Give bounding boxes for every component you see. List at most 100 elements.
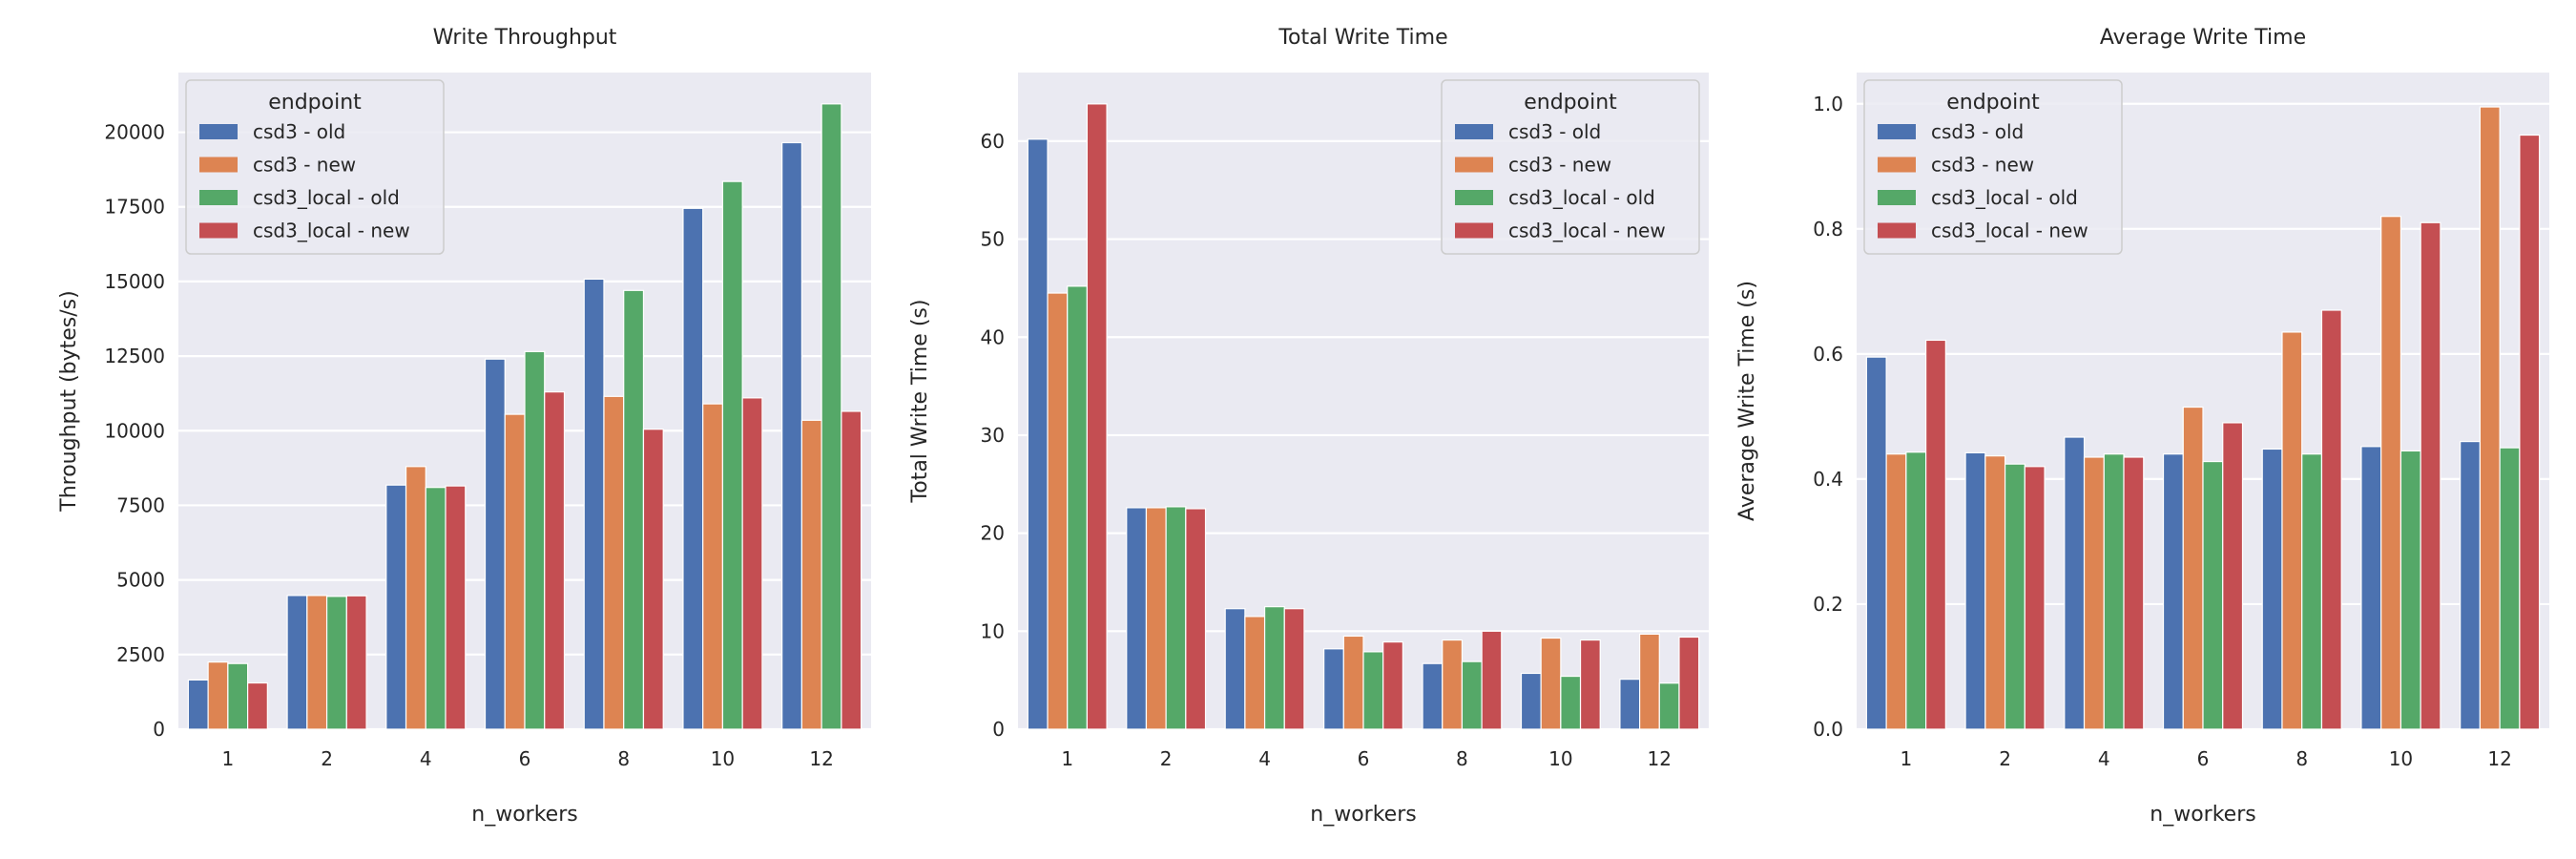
legend-box xyxy=(1863,79,2123,255)
y-tick-label: 1.0 xyxy=(1813,93,1843,115)
x-tick-label: 8 xyxy=(2296,747,2308,770)
legend-swatch xyxy=(1878,124,1916,139)
legend-swatch xyxy=(199,157,238,173)
legend-swatch xyxy=(1878,222,1916,239)
bar xyxy=(1145,507,1167,730)
y-tick-label: 15000 xyxy=(104,270,165,293)
y-tick-label: 0 xyxy=(992,718,1005,741)
legend-title: endpoint xyxy=(268,91,362,115)
legend-swatch xyxy=(1878,190,1916,205)
bar xyxy=(2004,463,2025,730)
y-axis-label: Total Write Time (s) xyxy=(908,300,932,504)
legend: endpoint csd3 - old csd3 - new csd3_local -… xyxy=(1863,79,2123,255)
x-tick-label: 12 xyxy=(1648,747,1672,770)
bar xyxy=(1638,633,1660,730)
bar xyxy=(682,207,704,730)
legend-swatch xyxy=(1455,157,1493,173)
bar xyxy=(484,358,506,730)
y-tick-label: 10 xyxy=(981,619,1005,642)
x-tick-label: 10 xyxy=(711,747,735,770)
legend-label: csd3_local - new xyxy=(1508,220,1666,242)
bar xyxy=(524,350,546,730)
y-tick-label: 5000 xyxy=(116,569,165,592)
bar xyxy=(2281,331,2303,730)
bar xyxy=(1481,630,1503,730)
bar xyxy=(781,141,803,730)
legend: endpoint csd3 - old csd3 - new csd3_local -… xyxy=(1441,79,1700,255)
y-tick-label: 30 xyxy=(981,424,1005,447)
bar xyxy=(1362,651,1384,730)
x-axis-label: n_workers xyxy=(1310,803,1416,827)
chart-title: Write Throughput xyxy=(433,26,617,50)
bar xyxy=(345,595,367,730)
bar xyxy=(1619,679,1641,730)
bar xyxy=(544,391,566,730)
legend-swatch xyxy=(1878,157,1916,173)
y-tick-label: 60 xyxy=(981,130,1005,153)
legend-label: csd3 - new xyxy=(253,154,356,177)
bar xyxy=(2420,221,2441,730)
bar xyxy=(1678,636,1700,730)
y-tick-label: 0.8 xyxy=(1813,218,1843,241)
bar xyxy=(1520,672,1542,730)
x-axis-label: n_workers xyxy=(471,803,577,827)
legend: endpoint csd3 - old csd3 - new csd3_local -… xyxy=(185,79,445,255)
x-axis-label: n_workers xyxy=(2150,803,2255,827)
bar xyxy=(1086,103,1108,730)
legend-label: csd3 - old xyxy=(1508,120,1601,143)
bar xyxy=(2202,460,2224,730)
bar xyxy=(2380,216,2402,730)
y-tick-label: 20 xyxy=(981,522,1005,545)
bar xyxy=(1442,639,1464,730)
x-tick-label: 6 xyxy=(519,747,531,770)
y-tick-label: 17500 xyxy=(104,196,165,219)
x-tick-label: 10 xyxy=(1548,747,1572,770)
bar xyxy=(1342,635,1364,730)
bar xyxy=(821,103,842,730)
bar xyxy=(2479,106,2501,730)
y-tick-label: 0.0 xyxy=(1813,718,1843,741)
x-tick-label: 2 xyxy=(1999,747,2011,770)
legend-label: csd3 - new xyxy=(1508,154,1611,177)
legend-box xyxy=(1441,79,1700,255)
bar xyxy=(1964,451,1986,730)
bar xyxy=(702,403,724,730)
bar xyxy=(2519,134,2541,730)
bar xyxy=(325,596,347,730)
bar xyxy=(2103,453,2125,730)
y-tick-label: 0.6 xyxy=(1813,343,1843,366)
legend-swatch xyxy=(199,222,238,239)
x-tick-label: 2 xyxy=(321,747,333,770)
bar xyxy=(1905,451,1927,730)
bar xyxy=(1224,608,1246,730)
bar xyxy=(2182,406,2204,730)
bar xyxy=(1540,637,1562,730)
x-tick-label: 12 xyxy=(2487,747,2511,770)
bar xyxy=(445,485,467,730)
x-tick-label: 8 xyxy=(617,747,630,770)
x-tick-label: 2 xyxy=(1160,747,1173,770)
bar xyxy=(207,661,229,730)
bar xyxy=(1263,606,1285,730)
bar xyxy=(1579,639,1601,730)
legend-label: csd3_local - old xyxy=(253,186,400,209)
y-tick-label: 20000 xyxy=(104,121,165,144)
bar xyxy=(2222,422,2244,730)
bar xyxy=(1885,453,1907,730)
bar xyxy=(2083,456,2105,730)
bar xyxy=(1382,641,1403,730)
x-tick-label: 10 xyxy=(2389,747,2413,770)
y-tick-label: 2500 xyxy=(116,643,165,666)
legend-label: csd3 - old xyxy=(1931,120,2024,143)
legend-label: csd3_local - new xyxy=(1931,220,2088,242)
bar xyxy=(2162,453,2184,730)
legend-swatch xyxy=(1455,124,1493,139)
chart-title: Average Write Time xyxy=(2100,26,2306,50)
legend-label: csd3_local - old xyxy=(1508,186,1655,209)
bar xyxy=(1461,660,1483,730)
bar xyxy=(286,595,308,730)
bar xyxy=(425,487,447,730)
bar xyxy=(1422,662,1444,730)
